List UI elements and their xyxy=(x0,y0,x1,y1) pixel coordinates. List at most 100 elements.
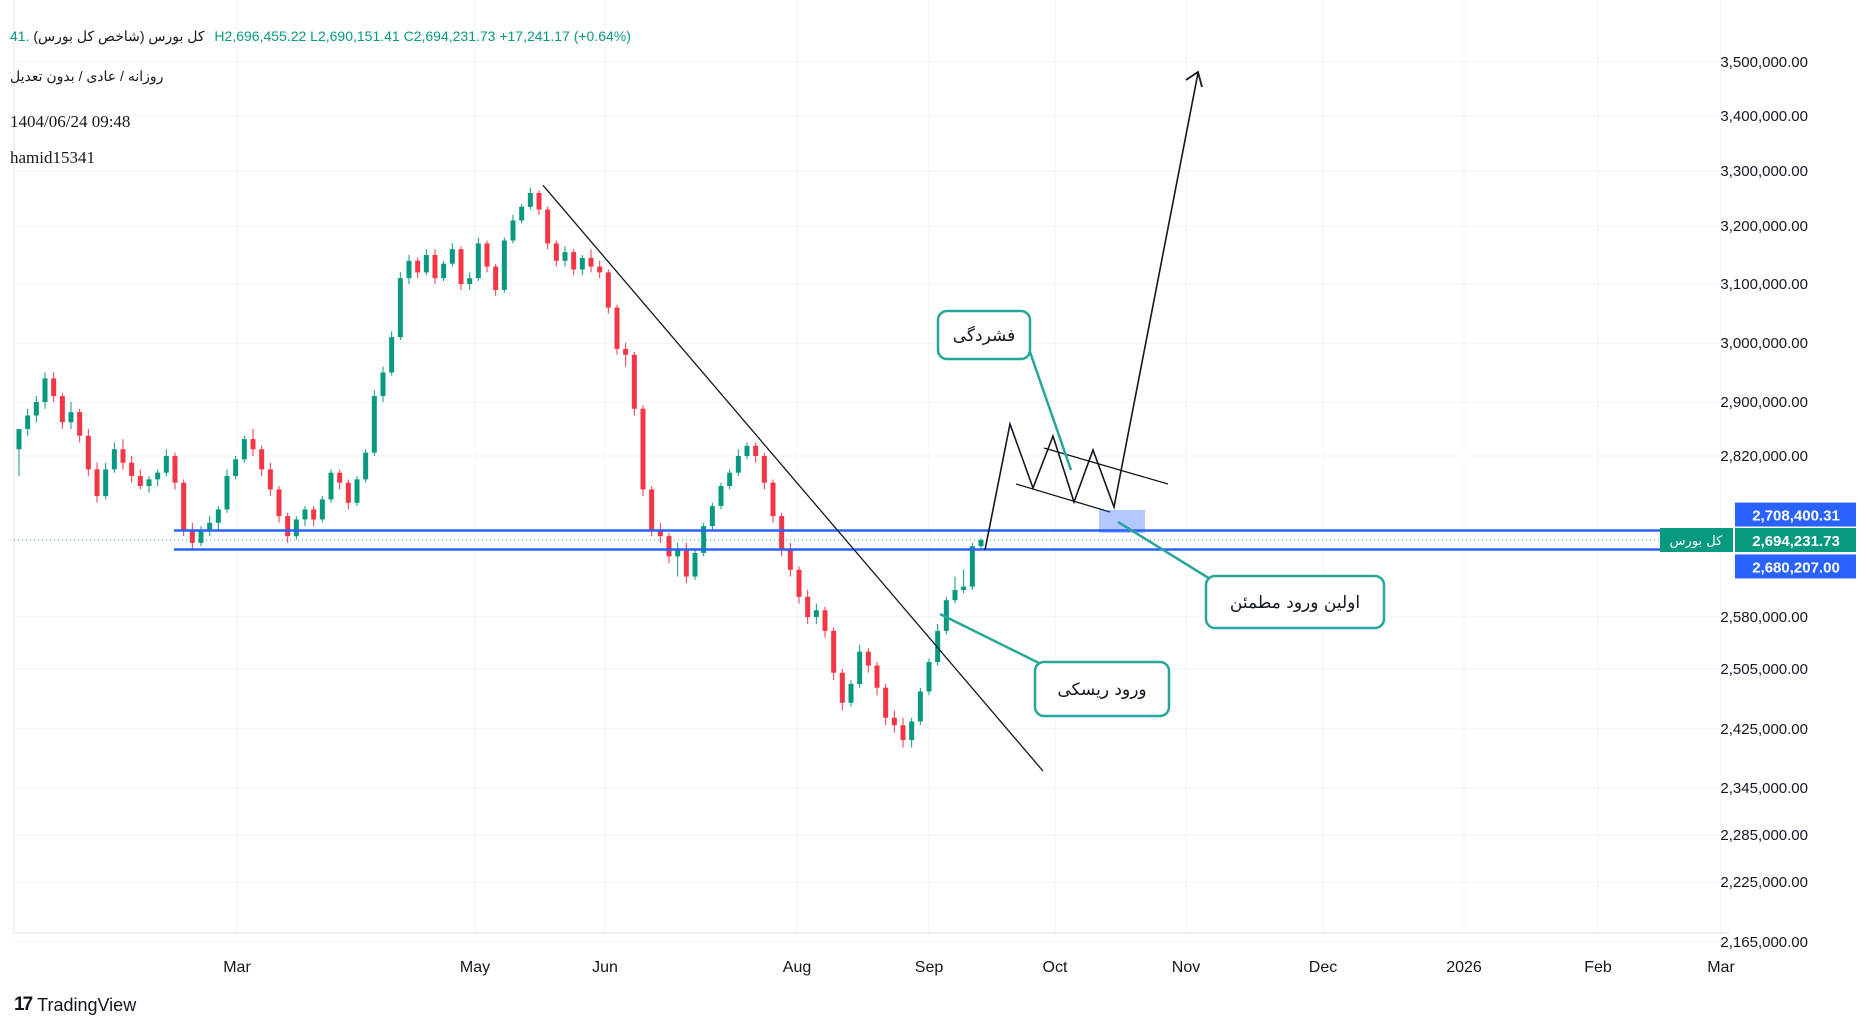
candle-body xyxy=(805,596,811,617)
candle-body xyxy=(137,476,143,487)
candle-body xyxy=(822,610,828,631)
candle-body xyxy=(813,610,819,617)
candle-body xyxy=(883,687,889,718)
downtrend-line xyxy=(542,184,1044,772)
candle-body xyxy=(675,549,681,557)
chart-grid xyxy=(14,0,1730,943)
candle-body xyxy=(761,456,767,483)
projection-arrowhead xyxy=(1185,70,1203,88)
candle-body xyxy=(94,469,100,497)
candle-body xyxy=(467,278,473,284)
candle-body xyxy=(718,486,724,507)
risky-entry-callout-pointer xyxy=(939,612,1046,668)
candle-body xyxy=(744,445,750,456)
candle-body xyxy=(562,252,568,261)
price-tag-upper-label: 2,708,400.31 xyxy=(1752,508,1840,525)
candle-body xyxy=(640,408,646,490)
candle-body xyxy=(189,529,195,543)
candle-body xyxy=(588,257,594,267)
candle-body xyxy=(623,348,629,355)
candle-body xyxy=(787,549,793,570)
candle-body xyxy=(259,449,265,470)
candle-body xyxy=(735,456,741,473)
candle-body xyxy=(267,469,273,490)
candle-body xyxy=(527,193,533,207)
candle-body xyxy=(943,600,949,631)
candle-body xyxy=(493,266,499,290)
tradingview-logo-text: TradingView xyxy=(37,994,137,1015)
author-name: hamid15341 xyxy=(10,148,95,167)
candle-body xyxy=(701,526,707,553)
safe-entry-callout-pointer xyxy=(1117,520,1216,584)
y-tick-label: 2,225,000.00 xyxy=(1720,874,1808,891)
candle-body xyxy=(68,412,74,423)
price-tag-lower-bg xyxy=(1735,554,1856,579)
candle-body xyxy=(753,445,759,456)
tradingview-logo[interactable]: 17 TradingView xyxy=(14,994,136,1016)
candle-body xyxy=(389,337,395,373)
candle-body xyxy=(241,439,247,460)
price-tag-current-symbol: کل بورس xyxy=(1670,534,1723,549)
candle-body xyxy=(129,462,135,477)
candle-body xyxy=(848,684,854,703)
candle-body xyxy=(354,479,360,503)
candle-body xyxy=(571,252,577,270)
price-tags: 2,708,400.31 2,680,207.00 2,694,231.73 کل ب… xyxy=(1660,502,1856,579)
candle-body xyxy=(978,540,984,547)
candle-body xyxy=(857,651,863,684)
candle-body xyxy=(233,459,239,477)
candle-body xyxy=(250,439,256,450)
candle-body xyxy=(371,396,377,453)
header-symbol-line: کل بورس (شاخص کل بورس) .41 H2,696,455.22… xyxy=(10,28,631,45)
candle-body xyxy=(311,509,317,520)
candle-body xyxy=(423,255,429,273)
candle-body xyxy=(181,482,187,530)
candle-body xyxy=(779,516,785,550)
candle-body xyxy=(961,586,967,591)
price-tag-current-bg xyxy=(1735,527,1856,552)
candle-body xyxy=(597,266,603,273)
safe-entry-callout-text: اولین ورود مطمئن xyxy=(1230,593,1360,613)
candlestick-series xyxy=(16,187,984,748)
candle-body xyxy=(510,220,516,241)
candle-body xyxy=(111,449,117,470)
candle-body xyxy=(224,476,230,510)
y-tick-label: 2,285,000.00 xyxy=(1720,827,1808,844)
x-tick-label: Mar xyxy=(1707,959,1735,976)
risky-entry-callout-box xyxy=(1033,660,1171,718)
candle-body xyxy=(345,482,351,503)
x-axis-labels: Mar May Jun Aug Sep Oct Nov Dec 2026 Feb Mar xyxy=(223,959,1735,976)
candle-body xyxy=(276,489,282,517)
candle-body xyxy=(614,307,620,349)
candle-body xyxy=(120,449,126,463)
candle-body xyxy=(475,243,481,279)
candle-body xyxy=(85,435,91,470)
candle-body xyxy=(155,472,161,480)
price-tag-lower-label: 2,680,207.00 xyxy=(1752,559,1840,576)
chart-drawings: فشردگی اولین ورود مطمئن ورود ریسکی xyxy=(14,70,1730,772)
chart-axes xyxy=(13,0,1730,934)
y-tick-label: 3,500,000.00 xyxy=(1720,54,1808,71)
risky-entry-callout-text: ورود ریسکی xyxy=(1057,680,1146,700)
candle-body xyxy=(33,402,39,416)
candle-body xyxy=(952,590,958,601)
consolidation-callout-text: فشردگی xyxy=(953,325,1016,346)
candle-body xyxy=(657,529,663,537)
candle-body xyxy=(969,546,975,587)
ohlc-values: .41 H2,696,455.22 L2,690,151.41 C2,694,2… xyxy=(10,28,631,44)
candle-body xyxy=(215,509,221,523)
y-tick-label: 3,400,000.00 xyxy=(1720,108,1808,125)
safe-entry-callout-box xyxy=(1204,574,1386,630)
candle-body xyxy=(103,469,109,497)
price-tag-upper-bg xyxy=(1735,502,1856,527)
candle-body xyxy=(302,509,308,520)
y-tick-label: 3,100,000.00 xyxy=(1720,276,1808,293)
symbol-name[interactable]: کل بورس (شاخص کل بورس) xyxy=(33,28,205,44)
x-tick-label: Mar xyxy=(223,959,251,976)
candle-body xyxy=(891,717,897,726)
candle-body xyxy=(692,552,698,577)
price-tag-current-label: 2,694,231.73 xyxy=(1752,533,1840,550)
candle-body xyxy=(42,378,48,402)
y-tick-label: 3,000,000.00 xyxy=(1720,335,1808,352)
